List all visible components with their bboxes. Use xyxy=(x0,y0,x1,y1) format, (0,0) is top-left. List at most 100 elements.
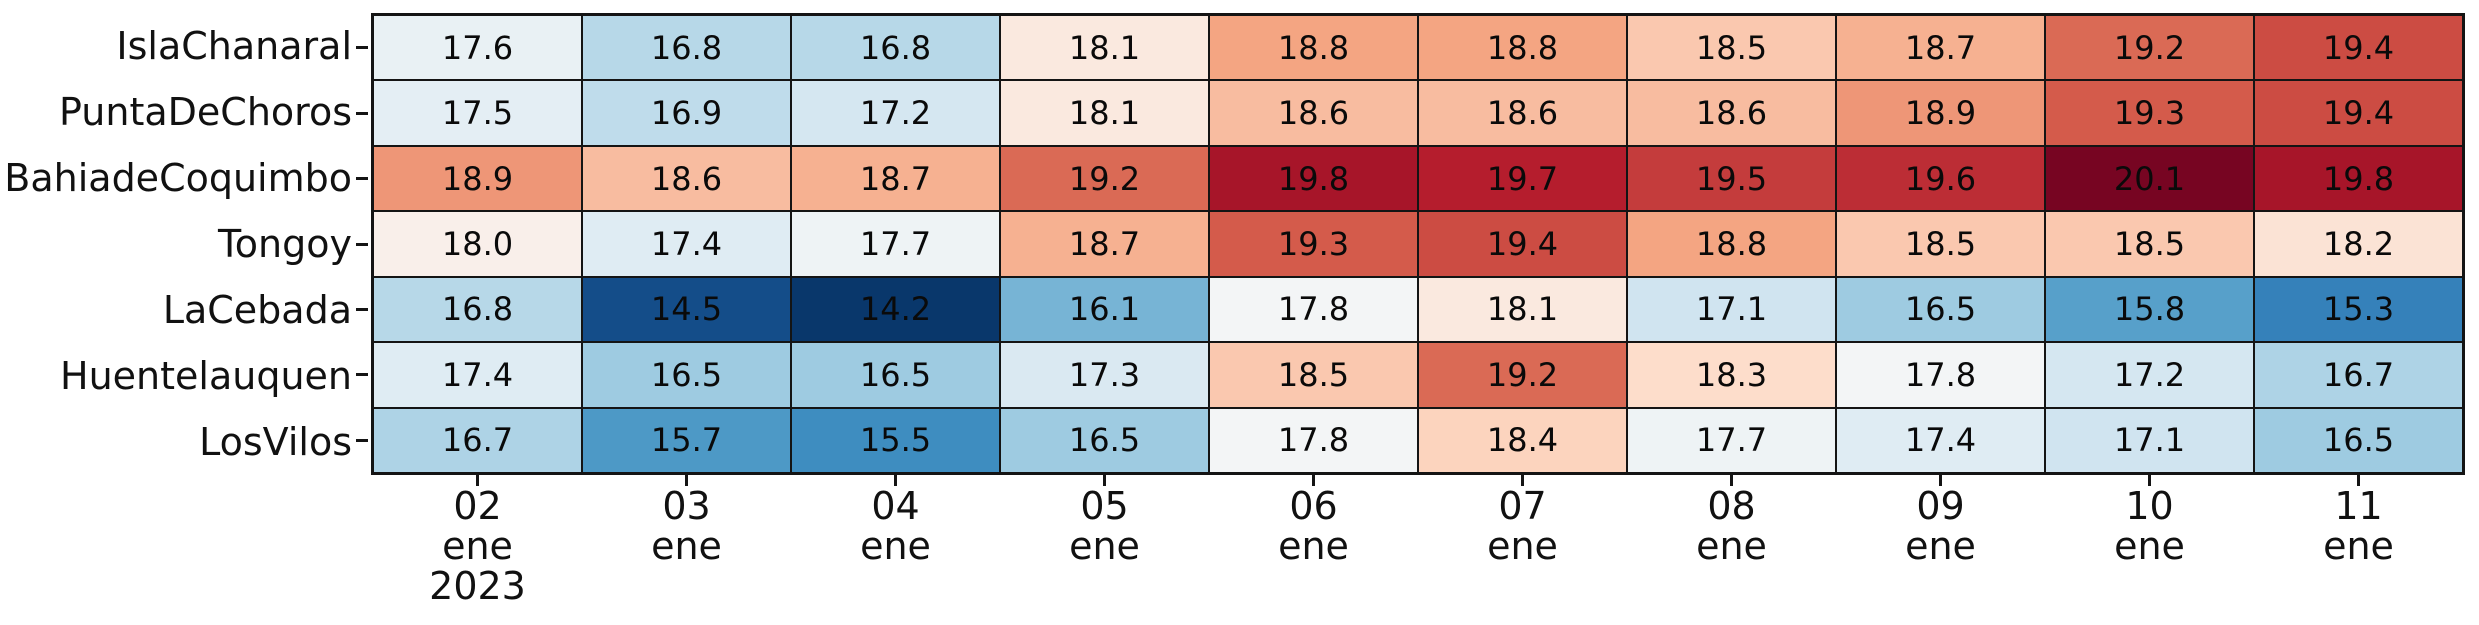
heatmap-cell-BahiadeCoquimbo-03: 18.6 xyxy=(583,146,790,211)
heatmap-cell-BahiadeCoquimbo-11: 19.8 xyxy=(2255,146,2462,211)
heatmap-cell-BahiadeCoquimbo-07: 19.7 xyxy=(1419,146,1626,211)
y-tick-label-PuntaDeChoros: PuntaDeChoros xyxy=(59,90,352,134)
x-tick-label-10-ene: 10 ene xyxy=(2114,484,2185,568)
x-tick-label-06-ene: 06 ene xyxy=(1278,484,1349,568)
x-tick-label-03-ene: 03 ene xyxy=(651,484,722,568)
x-tick-mark xyxy=(1730,475,1733,486)
heatmap-cell-PuntaDeChoros-07: 18.6 xyxy=(1419,81,1626,145)
heatmap-cell-Tongoy-07: 19.4 xyxy=(1419,212,1626,276)
heatmap-cell-BahiadeCoquimbo-06: 19.8 xyxy=(1210,146,1417,211)
heatmap-cell-LaCebada-03: 14.5 xyxy=(583,277,790,342)
heatmap-cell-Huentelauquen-08: 18.3 xyxy=(1628,343,1835,407)
heatmap-cell-LaCebada-09: 16.5 xyxy=(1837,277,2044,342)
heatmap-cell-IslaChanaral-02: 17.6 xyxy=(374,16,581,80)
heatmap-cell-Huentelauquen-04: 16.5 xyxy=(792,343,999,407)
heatmap-cell-Huentelauquen-07: 19.2 xyxy=(1419,343,1626,407)
heatmap-cell-PuntaDeChoros-02: 17.5 xyxy=(374,81,581,145)
heatmap-cell-PuntaDeChoros-08: 18.6 xyxy=(1628,81,1835,145)
heatmap-cell-BahiadeCoquimbo-09: 19.6 xyxy=(1837,146,2044,211)
heatmap-cell-PuntaDeChoros-10: 19.3 xyxy=(2046,81,2253,145)
heatmap-cell-Tongoy-11: 18.2 xyxy=(2255,212,2462,276)
x-tick-mark xyxy=(1103,475,1106,486)
y-tick-label-BahiadeCoquimbo: BahiadeCoquimbo xyxy=(4,156,352,200)
heatmap-cell-IslaChanaral-11: 19.4 xyxy=(2255,16,2462,80)
heatmap-cell-PuntaDeChoros-09: 18.9 xyxy=(1837,81,2044,145)
heatmap-cell-IslaChanaral-09: 18.7 xyxy=(1837,16,2044,80)
y-tick-mark xyxy=(356,307,368,311)
heatmap-cell-IslaChanaral-06: 18.8 xyxy=(1210,16,1417,80)
heatmap-cell-BahiadeCoquimbo-04: 18.7 xyxy=(792,146,999,211)
x-tick-mark xyxy=(2357,475,2360,486)
heatmap-cell-LaCebada-02: 16.8 xyxy=(374,277,581,342)
heatmap-cell-IslaChanaral-07: 18.8 xyxy=(1419,16,1626,80)
y-tick-mark xyxy=(356,111,368,115)
x-tick-mark xyxy=(1312,475,1315,486)
heatmap-cell-Huentelauquen-06: 18.5 xyxy=(1210,343,1417,407)
heatmap-cell-LosVilos-10: 17.1 xyxy=(2046,408,2253,472)
y-axis: IslaChanaral PuntaDeChoros BahiadeCoquimbo… xyxy=(0,13,352,475)
heatmap-cell-Tongoy-06: 19.3 xyxy=(1210,212,1417,276)
heatmap-cell-IslaChanaral-08: 18.5 xyxy=(1628,16,1835,80)
y-tick-label-Tongoy: Tongoy xyxy=(218,222,352,266)
heatmap-cell-LosVilos-07: 18.4 xyxy=(1419,408,1626,472)
x-tick-label-08-ene: 08 ene xyxy=(1696,484,1767,568)
x-tick-mark xyxy=(1521,475,1524,486)
y-tick-label-LosVilos: LosVilos xyxy=(199,420,352,464)
heatmap-cell-BahiadeCoquimbo-10: 20.1 xyxy=(2046,146,2253,211)
heatmap-cell-IslaChanaral-05: 18.1 xyxy=(1001,16,1208,80)
heatmap-cell-LosVilos-05: 16.5 xyxy=(1001,408,1208,472)
heatmap-cell-PuntaDeChoros-03: 16.9 xyxy=(583,81,790,145)
heatmap-cell-LaCebada-08: 17.1 xyxy=(1628,277,1835,342)
heatmap-cell-IslaChanaral-03: 16.8 xyxy=(583,16,790,80)
heatmap-cell-LaCebada-06: 17.8 xyxy=(1210,277,1417,342)
y-tick-label-IslaChanaral: IslaChanaral xyxy=(116,24,352,68)
heatmap-cell-Tongoy-04: 17.7 xyxy=(792,212,999,276)
heatmap-cell-Huentelauquen-09: 17.8 xyxy=(1837,343,2044,407)
x-tick-mark xyxy=(685,475,688,486)
heatmap-cell-BahiadeCoquimbo-02: 18.9 xyxy=(374,146,581,211)
y-tick-mark xyxy=(356,242,368,246)
y-tick-label-LaCebada: LaCebada xyxy=(162,288,352,332)
heatmap-cell-Tongoy-09: 18.5 xyxy=(1837,212,2044,276)
heatmap-cell-Huentelauquen-03: 16.5 xyxy=(583,343,790,407)
heatmap-cell-LosVilos-04: 15.5 xyxy=(792,408,999,472)
y-tick-mark xyxy=(356,46,368,50)
heatmap-cell-Tongoy-10: 18.5 xyxy=(2046,212,2253,276)
heatmap-cell-LosVilos-09: 17.4 xyxy=(1837,408,2044,472)
x-tick-mark xyxy=(2148,475,2151,486)
y-tick-mark xyxy=(356,438,368,442)
heatmap-cell-LosVilos-11: 16.5 xyxy=(2255,408,2462,472)
heatmap-cell-Huentelauquen-02: 17.4 xyxy=(374,343,581,407)
heatmap-cell-Tongoy-08: 18.8 xyxy=(1628,212,1835,276)
heatmap-cell-LaCebada-05: 16.1 xyxy=(1001,277,1208,342)
heatmap-cell-LaCebada-11: 15.3 xyxy=(2255,277,2462,342)
heatmap-cell-Huentelauquen-10: 17.2 xyxy=(2046,343,2253,407)
x-tick-label-02-ene-2023: 02 ene 2023 xyxy=(429,484,526,608)
heatmap-cell-LaCebada-10: 15.8 xyxy=(2046,277,2253,342)
x-tick-label-07-ene: 07 ene xyxy=(1487,484,1558,568)
x-tick-mark xyxy=(1939,475,1942,486)
heatmap-cell-PuntaDeChoros-04: 17.2 xyxy=(792,81,999,145)
heatmap-cell-Tongoy-05: 18.7 xyxy=(1001,212,1208,276)
heatmap-cell-IslaChanaral-04: 16.8 xyxy=(792,16,999,80)
heatmap-cell-LosVilos-08: 17.7 xyxy=(1628,408,1835,472)
y-tick-mark xyxy=(356,177,368,181)
heatmap-cell-Huentelauquen-11: 16.7 xyxy=(2255,343,2462,407)
heatmap-cell-LaCebada-07: 18.1 xyxy=(1419,277,1626,342)
heatmap-cell-LosVilos-06: 17.8 xyxy=(1210,408,1417,472)
heatmap-cell-Huentelauquen-05: 17.3 xyxy=(1001,343,1208,407)
x-tick-label-11-ene: 11 ene xyxy=(2323,484,2394,568)
x-tick-label-04-ene: 04 ene xyxy=(860,484,931,568)
heatmap-cell-PuntaDeChoros-06: 18.6 xyxy=(1210,81,1417,145)
heatmap-cell-BahiadeCoquimbo-08: 19.5 xyxy=(1628,146,1835,211)
y-tick-mark xyxy=(356,373,368,377)
heatmap-cell-Tongoy-02: 18.0 xyxy=(374,212,581,276)
heatmap-cell-PuntaDeChoros-11: 19.4 xyxy=(2255,81,2462,145)
heatmap-grid: 17.6 16.8 16.8 18.1 18.8 18.8 18.5 18.7 19.2 19.4… xyxy=(371,13,2465,475)
x-tick-label-05-ene: 05 ene xyxy=(1069,484,1140,568)
x-tick-mark xyxy=(894,475,897,486)
y-tick-label-Huentelauquen: Huentelauquen xyxy=(60,354,352,398)
heatmap-cell-LaCebada-04: 14.2 xyxy=(792,277,999,342)
x-tick-mark xyxy=(476,475,479,486)
